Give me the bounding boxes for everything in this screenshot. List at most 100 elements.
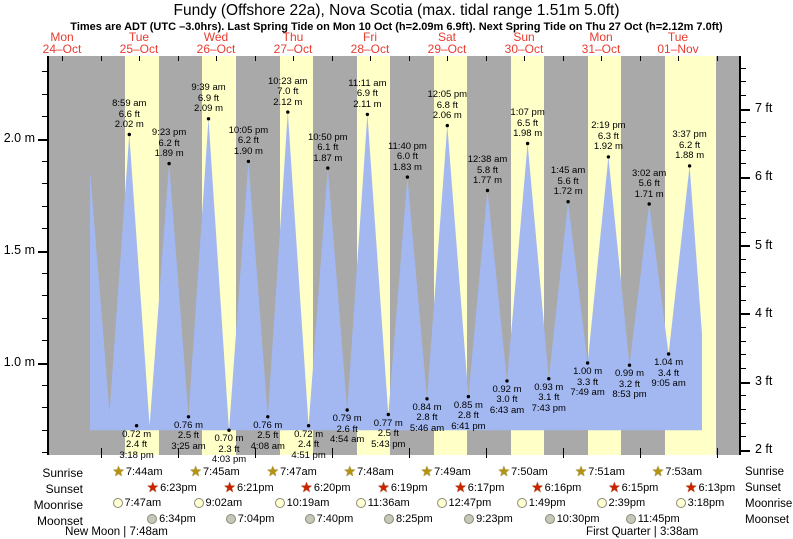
tide-height-ft-label: 6.8 ft: [436, 99, 458, 111]
high-tide-annotation: 9:39 am 6.9 ft 2.09 m: [191, 83, 225, 115]
tide-height-ft-label: 3.2 ft: [618, 378, 641, 390]
y-axis-tick-m: [41, 272, 47, 274]
moonset-time: 8:25pm: [396, 513, 433, 525]
tide-height-ft-label: 2.4 ft: [298, 439, 320, 451]
y-axis-tick-ft: [741, 422, 746, 424]
sunset-time: 6:23pm: [160, 481, 197, 494]
low-tide-dot: [345, 408, 349, 412]
y-axis-tick-m: [41, 429, 47, 431]
low-tide-dot: [227, 428, 231, 432]
tide-height-ft-label: 2.5 ft: [377, 428, 399, 439]
sunset-time: 6:21pm: [236, 481, 274, 494]
tide-height-m-label: 0.76 m: [253, 419, 283, 431]
tide-height-m-label: 0.84 m: [412, 401, 442, 413]
tide-height-ft-label: 2.5 ft: [257, 430, 279, 442]
y-axis-tick-ft: [741, 313, 750, 316]
x-axis-top-tick: [370, 56, 371, 61]
y-axis-tick-m: [41, 228, 47, 230]
tide-time-label: 1:45 am: [550, 165, 586, 177]
y-axis-tick-ft: [741, 149, 746, 151]
sunset-marker: ★ 6:21pm: [223, 480, 274, 494]
tide-water-area: [90, 112, 702, 431]
moonset-icon: [147, 514, 158, 524]
high-tide-annotation: 11:40 pm 6.0 ft 1.83 m: [388, 141, 427, 174]
tide-height-m-label: 0.85 m: [453, 399, 483, 411]
date-label: 30–Oct: [504, 42, 544, 56]
high-tide-dot: [365, 112, 370, 117]
y-axis-tick-m: [41, 295, 47, 297]
date-label: 25–Oct: [119, 42, 159, 56]
sunset-icon: ★: [684, 479, 698, 495]
tide-time-label: 10:50 pm: [307, 131, 348, 143]
x-axis-bottom-tick: [408, 448, 410, 458]
tide-height-ft-label: 5.6 ft: [638, 178, 660, 189]
x-axis-top-tick: [100, 56, 102, 61]
tide-time-label: 4:08 am: [250, 440, 285, 452]
y-axis-label-m: 2.0 m: [3, 131, 35, 145]
moonset-marker: 6:34pm: [147, 513, 196, 525]
tide-time-label: 6:43 am: [489, 404, 525, 416]
moonset-icon: [304, 514, 315, 524]
y-axis-tick-ft: [741, 436, 746, 438]
moonset-marker: 8:25pm: [384, 513, 433, 525]
low-tide-annotation: 0.72 m 2.4 ft 3:18 pm: [119, 429, 153, 462]
high-tide-dot: [687, 164, 692, 168]
tide-height-ft-label: 5.6 ft: [557, 175, 579, 187]
tide-time-label: 3:25 am: [171, 440, 206, 452]
low-tide-annotation: 0.84 m 2.8 ft 5:46 am: [410, 401, 444, 435]
tide-height-m-label: 1.71 m: [634, 188, 664, 200]
tide-height-ft-label: 6.9 ft: [197, 92, 220, 104]
high-tide-dot: [445, 123, 449, 128]
high-tide-dot: [405, 175, 410, 179]
sunrise-icon: ★: [266, 463, 280, 479]
day-of-week-label: Tue: [667, 30, 689, 44]
tide-height-m-label: 0.70 m: [214, 433, 244, 445]
low-tide-dot: [186, 415, 191, 419]
tide-height-m-label: 1.83 m: [392, 161, 422, 173]
high-tide-dot: [286, 110, 290, 114]
sunrise-marker: ★ 7:47am: [266, 463, 317, 479]
tide-height-m-label: 1.04 m: [654, 357, 684, 368]
tide-height-ft-label: 2.5 ft: [177, 430, 200, 442]
tide-time-label: 4:03 pm: [211, 454, 247, 466]
high-tide-dot: [485, 188, 490, 193]
sunrise-marker: ★ 7:48am: [344, 464, 394, 478]
high-tide-annotation: 9:23 pm 6.2 ft 1.89 m: [152, 128, 186, 160]
moonrise-marker: 1:49pm: [516, 497, 566, 509]
y-axis-tick-m: [37, 362, 47, 365]
tide-height-m-label: 2.02 m: [114, 119, 144, 130]
tide-height-m-label: 1.90 m: [233, 145, 263, 157]
day-column-label: Mon 31–Oct: [556, 31, 646, 55]
x-axis-top-tick: [139, 56, 140, 61]
moonrise-icon: [274, 498, 285, 508]
moonset-icon: [544, 514, 555, 524]
moonrise-marker: 9:02am: [193, 497, 242, 509]
tide-height-ft-label: 6.2 ft: [158, 137, 180, 149]
sunrise-time: 7:44am: [125, 465, 163, 478]
high-tide-dot: [326, 166, 330, 170]
high-tide-annotation: 12:38 am 5.8 ft 1.77 m: [468, 154, 508, 187]
moonset-marker: 7:04pm: [225, 513, 274, 525]
y-axis-tick-ft: [741, 340, 746, 342]
sunrise-time: 7:47am: [280, 465, 317, 478]
tide-height-ft-label: 3.4 ft: [658, 367, 680, 379]
day-of-week-label: Mon: [50, 30, 74, 44]
day-of-week-label: Sat: [437, 30, 456, 44]
tide-height-m-label: 1.00 m: [573, 366, 603, 377]
tide-height-ft-label: 2.8 ft: [457, 410, 479, 422]
x-axis-bottom-tick: [485, 448, 487, 458]
moonrise-icon: [112, 498, 123, 508]
tide-height-m-label: 2.09 m: [193, 103, 224, 115]
y-axis-tick-ft: [741, 67, 746, 69]
moonset-icon: [464, 514, 475, 524]
page-title: Fundy (Offshore 22a), Nova Scotia (max. …: [173, 2, 620, 19]
high-tide-annotation: 12:05 pm 6.8 ft 2.06 m: [427, 90, 467, 122]
sunrise-time: 7:53am: [665, 465, 703, 478]
sunset-time: 6:20pm: [313, 481, 351, 494]
high-tide-annotation: 1:07 pm 6.5 ft 1.98 m: [510, 107, 544, 140]
moonrise-marker: 7:47am: [112, 497, 161, 509]
sunrise-marker: ★ 7:53am: [652, 464, 703, 478]
moonrise-time: 1:49pm: [528, 497, 566, 509]
day-column-label: Tue 01–Nov: [633, 31, 723, 55]
high-tide-dot: [525, 141, 530, 146]
